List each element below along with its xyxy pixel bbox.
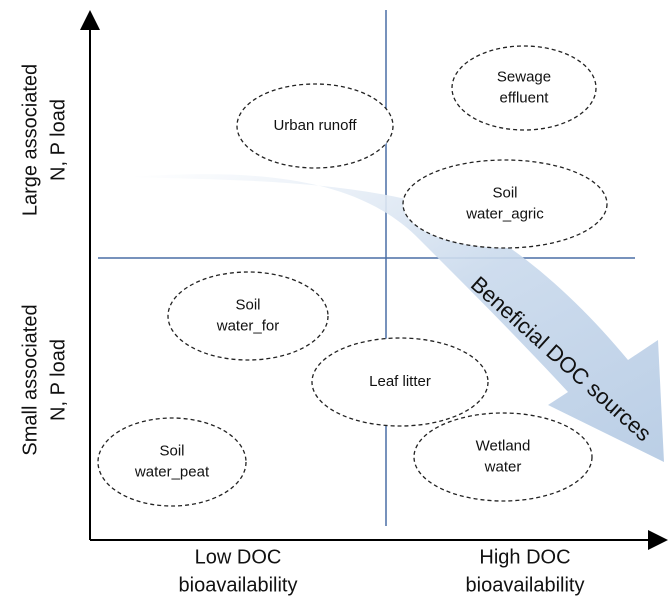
node-ellipse — [236, 83, 394, 169]
node: Soil water_peat — [97, 417, 247, 507]
node-label: Leaf litter — [369, 373, 431, 390]
axis-label: Large associated — [19, 64, 41, 216]
node-label: Wetland — [476, 437, 531, 454]
node: Sewage effluent — [451, 45, 597, 131]
node: Leaf litter — [311, 337, 489, 427]
node-label: water_for — [216, 317, 280, 334]
axis-label: High DOC — [479, 546, 570, 568]
node-ellipse — [167, 271, 329, 361]
node-label: Sewage — [497, 68, 551, 85]
node-label: Urban runoff — [273, 117, 357, 134]
beneficial-arrow — [130, 174, 664, 463]
node-label: effluent — [500, 89, 550, 106]
node: Soil water_agric — [402, 159, 608, 249]
node-ellipse — [311, 337, 489, 427]
node-label: Soil — [235, 296, 260, 313]
axis-label: N, P load — [47, 99, 69, 181]
node: Urban runoff — [236, 83, 394, 169]
node-label: water_agric — [465, 205, 544, 222]
node-ellipse — [97, 417, 247, 507]
node-label: Soil — [492, 184, 517, 201]
axis-label: Low DOC — [195, 546, 282, 568]
node-ellipse — [451, 45, 597, 131]
axis-label: bioavailability — [179, 574, 298, 596]
axis-label: N, P load — [47, 339, 69, 421]
node: Wetland water — [413, 412, 593, 502]
node-label: water_peat — [134, 463, 210, 480]
node-ellipse — [402, 159, 608, 249]
node: Soil water_for — [167, 271, 329, 361]
node-label: Soil — [159, 442, 184, 459]
axis-label: Small associated — [19, 304, 41, 455]
node-label: water — [484, 458, 522, 475]
node-ellipse — [413, 412, 593, 502]
axis-label: bioavailability — [466, 574, 585, 596]
